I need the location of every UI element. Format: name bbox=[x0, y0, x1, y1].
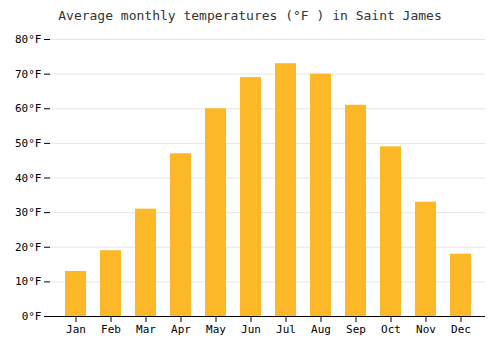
svg-text:10°F: 10°F bbox=[15, 275, 42, 288]
svg-text:20°F: 20°F bbox=[15, 241, 42, 254]
svg-text:60°F: 60°F bbox=[15, 102, 42, 115]
svg-text:Jul: Jul bbox=[276, 323, 296, 336]
svg-text:80°F: 80°F bbox=[15, 33, 42, 46]
svg-text:Jun: Jun bbox=[241, 323, 261, 336]
svg-text:0°F: 0°F bbox=[22, 310, 42, 323]
svg-text:Jan: Jan bbox=[66, 323, 86, 336]
svg-text:Mar: Mar bbox=[136, 323, 156, 336]
svg-text:Feb: Feb bbox=[101, 323, 121, 336]
svg-text:70°F: 70°F bbox=[15, 68, 42, 81]
svg-text:Dec: Dec bbox=[451, 323, 471, 336]
svg-text:40°F: 40°F bbox=[15, 172, 42, 185]
svg-text:Aug: Aug bbox=[311, 323, 331, 336]
svg-text:Nov: Nov bbox=[416, 323, 436, 336]
svg-text:50°F: 50°F bbox=[15, 137, 42, 150]
html-text:Average monthly temperatures (: Average monthly temperatures (°F ) in Sa… bbox=[58, 8, 442, 23]
svg-text:Oct: Oct bbox=[381, 323, 401, 336]
svg-text:Sep: Sep bbox=[346, 323, 366, 336]
svg-text:Apr: Apr bbox=[171, 323, 191, 336]
svg-text:30°F: 30°F bbox=[15, 206, 42, 219]
svg-text:May: May bbox=[206, 323, 226, 336]
